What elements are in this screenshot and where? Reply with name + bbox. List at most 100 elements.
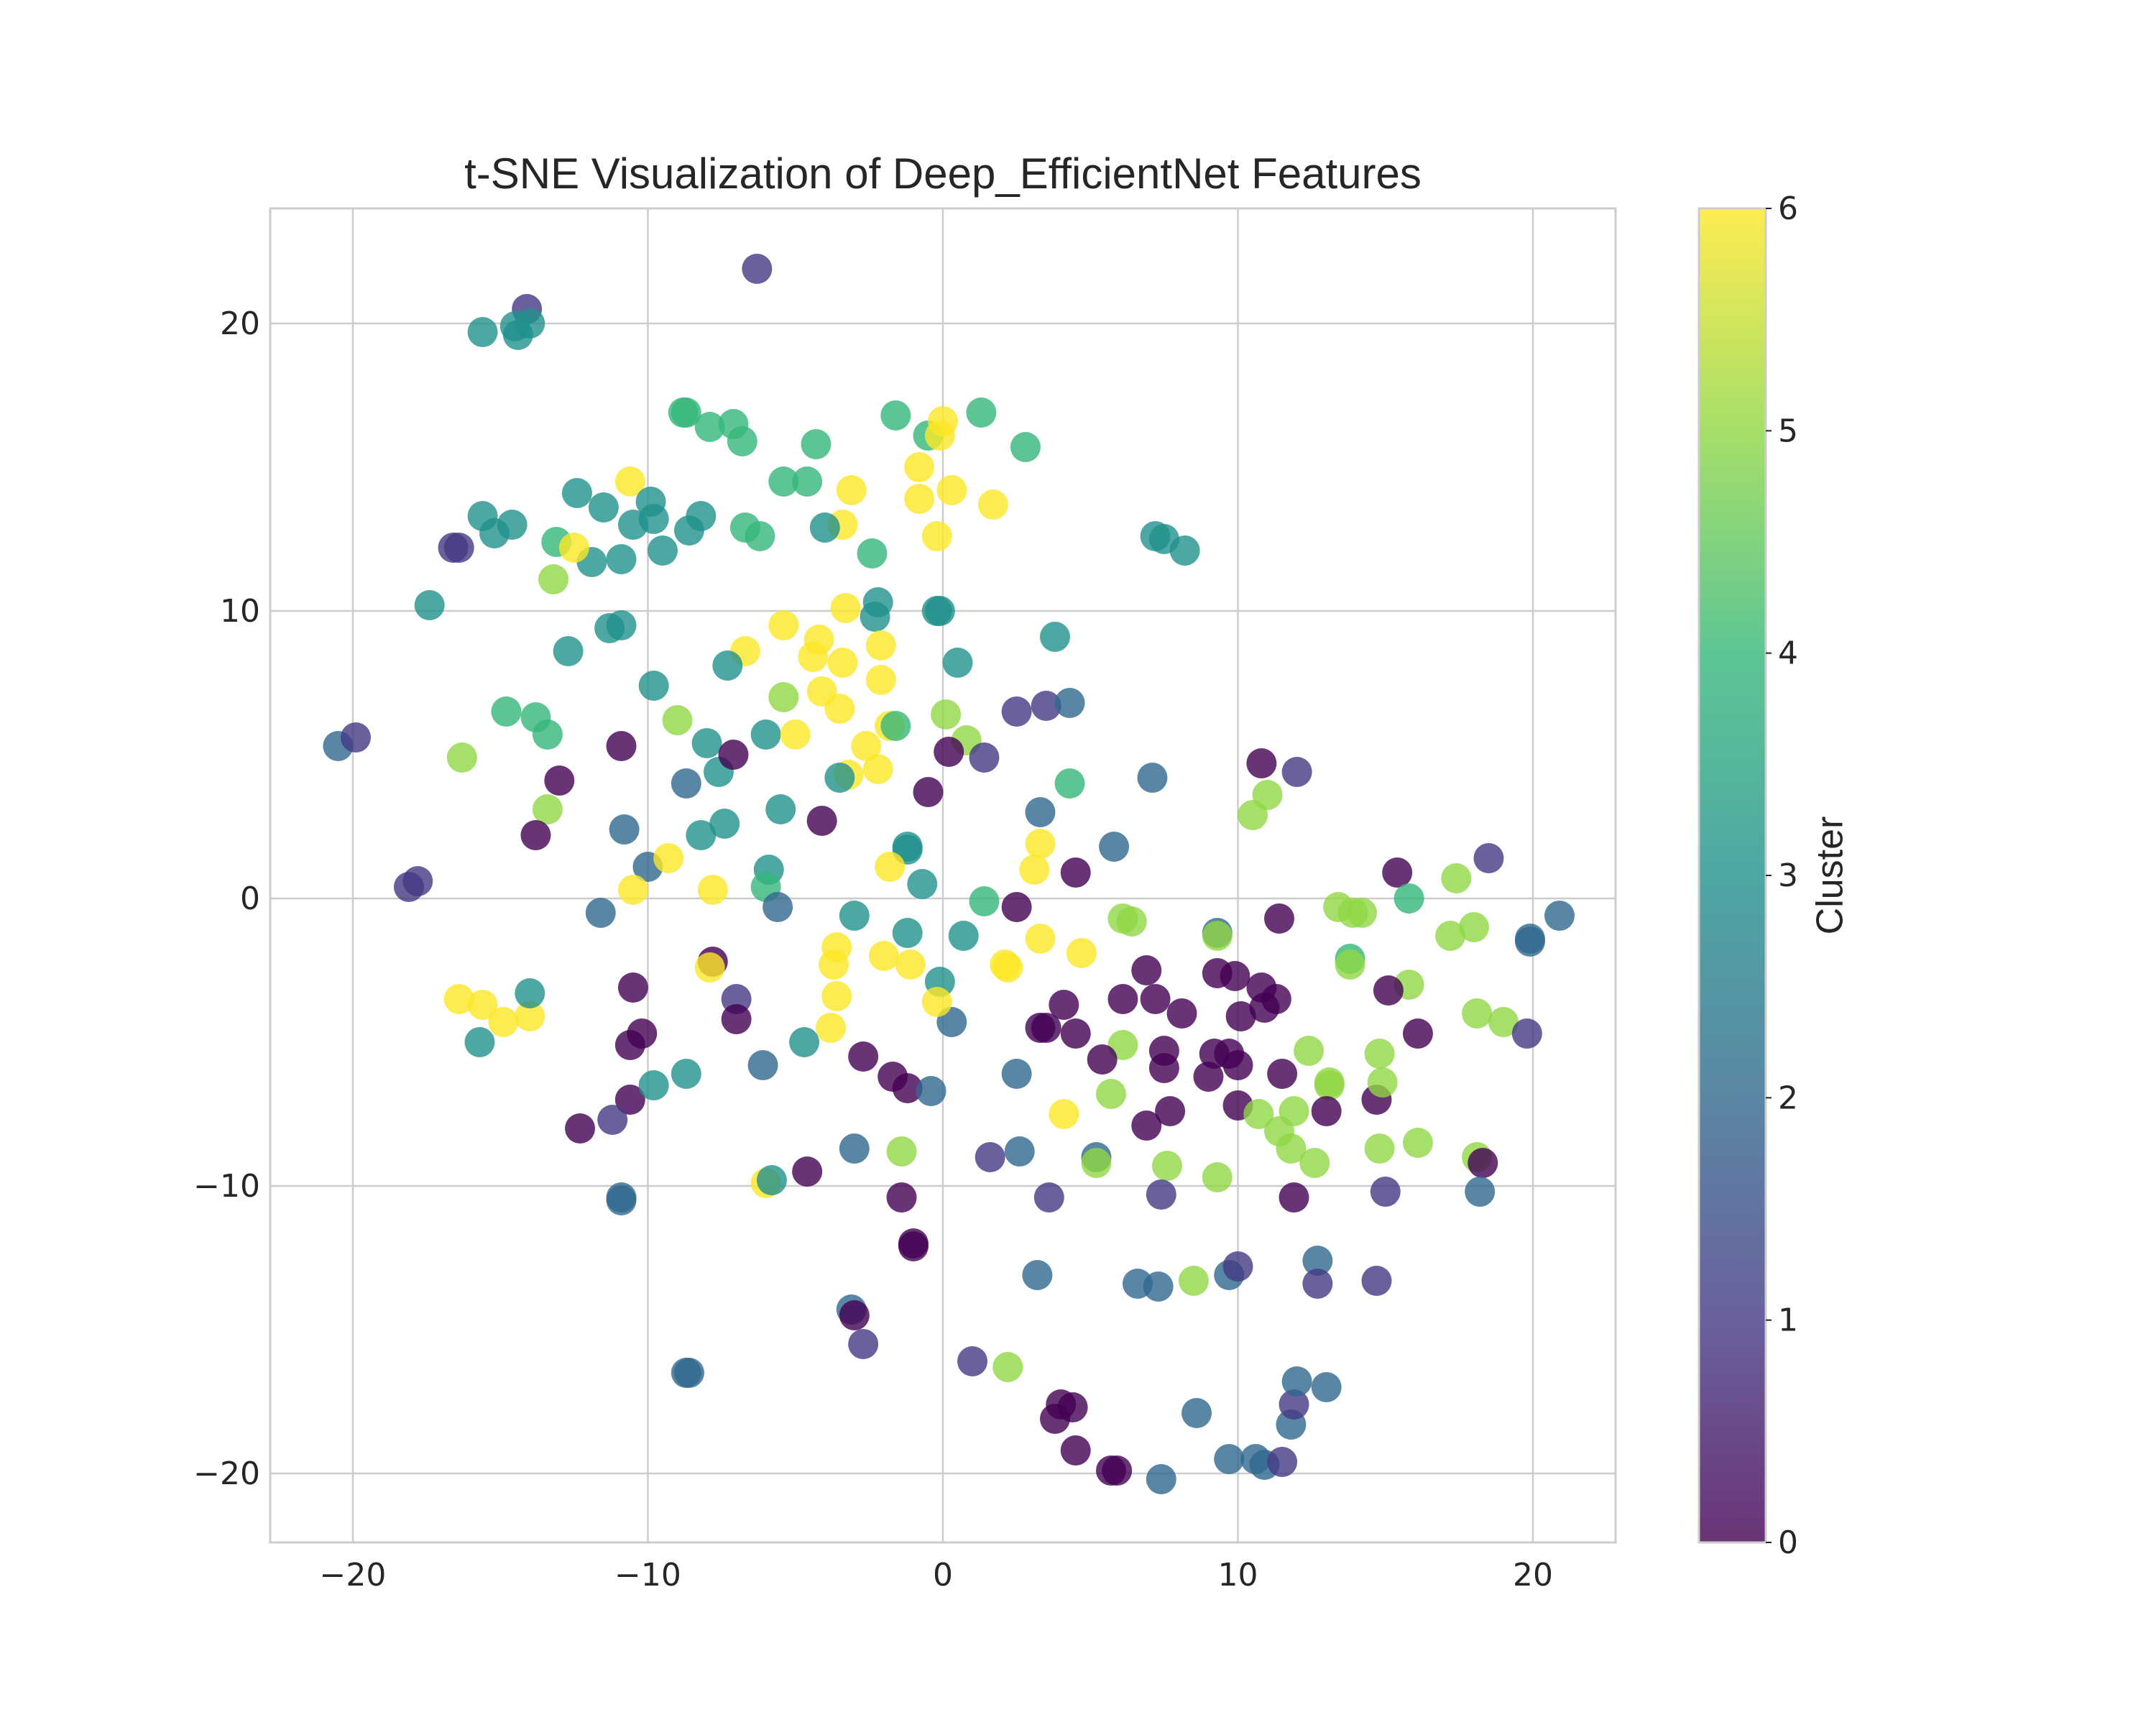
data-point [860, 602, 890, 632]
data-point [895, 949, 926, 980]
data-point [497, 510, 528, 540]
y-tick-label: 10 [220, 593, 260, 630]
data-point [1367, 1067, 1398, 1098]
data-point [1202, 921, 1233, 951]
data-point [1040, 622, 1070, 652]
data-point [1225, 1001, 1256, 1031]
data-point [467, 317, 498, 347]
data-point [969, 742, 1000, 773]
data-point [921, 987, 952, 1017]
data-point [585, 898, 616, 928]
y-tick-label: 0 [240, 880, 260, 917]
data-point [614, 1085, 645, 1115]
data-point [1010, 432, 1041, 462]
data-point [969, 886, 1000, 916]
data-point [1019, 855, 1050, 885]
data-point [515, 1001, 545, 1031]
colorbar-gradient [1699, 208, 1766, 1542]
data-point [868, 941, 899, 971]
plot-frame [269, 207, 1617, 1544]
data-point [839, 1300, 870, 1330]
data-point [1370, 1177, 1401, 1207]
data-point [839, 901, 870, 931]
data-point [1238, 800, 1268, 830]
data-point [671, 768, 701, 799]
colorbar-tick-label: 0 [1778, 1524, 1798, 1561]
data-point [1364, 1039, 1395, 1069]
data-point [977, 489, 1008, 520]
data-point [1281, 757, 1312, 787]
data-point [1311, 1372, 1342, 1402]
data-point [443, 984, 474, 1014]
data-point [1031, 691, 1061, 721]
data-point [862, 754, 893, 784]
data-point [1314, 1070, 1345, 1100]
data-point [638, 1070, 669, 1100]
colorbar-ticks: 0 1 2 3 4 5 6 [1766, 190, 1798, 1561]
data-point [921, 521, 952, 551]
data-point [1099, 832, 1130, 862]
data-point [561, 478, 592, 508]
data-point [1152, 1151, 1182, 1181]
data-point [924, 420, 955, 451]
data-point [1131, 1110, 1162, 1141]
data-point [414, 590, 445, 620]
data-point [1222, 1251, 1253, 1282]
data-point [913, 777, 944, 807]
data-point [904, 452, 935, 482]
data-point [1022, 1260, 1053, 1290]
data-point [1060, 1435, 1091, 1466]
data-point [1458, 912, 1489, 942]
data-point [671, 1059, 701, 1089]
data-point [1402, 1018, 1433, 1049]
data-point [558, 533, 589, 563]
data-point [402, 866, 433, 896]
data-point [886, 1136, 917, 1167]
data-point [948, 921, 979, 951]
data-point [1001, 1059, 1032, 1089]
data-point [1373, 975, 1404, 1006]
data-point [1267, 1059, 1298, 1089]
data-point [789, 1027, 820, 1057]
data-point [1025, 797, 1056, 827]
data-point [1249, 993, 1280, 1023]
data-point [588, 492, 619, 523]
data-point [1049, 1099, 1079, 1129]
data-point [1060, 1018, 1091, 1049]
data-point [1335, 949, 1365, 980]
data-point [538, 564, 569, 594]
data-point [617, 972, 648, 1003]
data-point [709, 809, 740, 839]
data-point [614, 466, 645, 497]
data-point [1054, 688, 1085, 718]
colorbar-tick-label: 1 [1778, 1302, 1798, 1339]
data-point [1311, 1096, 1342, 1126]
data-point [648, 535, 678, 566]
data-point [824, 763, 855, 793]
data-point [1402, 1128, 1433, 1158]
colorbar: 0 1 2 3 4 5 6 Cluster [1697, 190, 1851, 1561]
data-point [1102, 1455, 1133, 1486]
data-point [1294, 1036, 1325, 1066]
data-point [756, 1165, 787, 1195]
data-point [924, 596, 955, 626]
data-point [1222, 1050, 1253, 1080]
data-point [617, 875, 648, 905]
y-axis-ticks: −20 −10 0 10 20 [193, 305, 260, 1492]
data-point [1264, 903, 1294, 934]
data-point [1302, 1269, 1333, 1299]
data-point [750, 719, 781, 750]
data-point [718, 740, 749, 770]
colorbar-label: Cluster [1810, 816, 1851, 935]
data-point [848, 1329, 879, 1359]
data-point [1468, 1148, 1498, 1178]
data-point [502, 320, 533, 350]
data-point [931, 699, 962, 730]
data-point [827, 648, 858, 678]
colorbar-tick-label: 5 [1778, 413, 1798, 449]
data-point [1346, 898, 1377, 928]
x-tick-label: −20 [320, 1557, 387, 1593]
data-point [892, 918, 923, 948]
data-point [662, 705, 693, 735]
